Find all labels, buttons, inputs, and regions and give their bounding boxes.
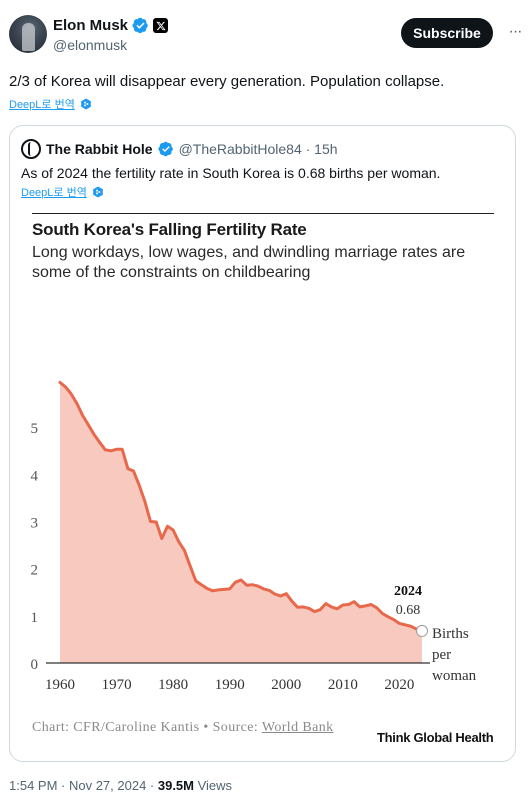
chart-x-tick-2020: 2020 (384, 677, 414, 693)
translate-label[interactable]: DeepL로 번역 (21, 187, 87, 199)
quoted-translate-link[interactable]: DeepL로 번역 (21, 184, 104, 200)
chart-x-tick-2010: 2010 (328, 677, 358, 693)
translate-link[interactable]: DeepL로 번역 (9, 96, 92, 112)
chart-y-tick-1: 1 (31, 610, 39, 626)
quoted-handle-time[interactable]: @TheRabbitHole84 · 15h (178, 141, 338, 157)
chart-title: South Korea's Falling Fertility Rate (32, 220, 307, 239)
author-name-row: Elon Musk (53, 17, 169, 34)
quoted-author-name[interactable]: The Rabbit Hole (46, 141, 153, 157)
views-label: Views (194, 778, 233, 793)
chart-y-tick-2: 2 (31, 563, 39, 579)
chart-unit-label-0: Births (432, 626, 469, 642)
author-handle[interactable]: @elonmusk (53, 37, 128, 53)
chart-source-link: World Bank (261, 720, 334, 735)
quoted-avatar[interactable] (21, 139, 41, 159)
view-count: 39.5M (157, 778, 194, 793)
verified-badge-icon (132, 17, 148, 34)
subscribe-button[interactable]: Subscribe (401, 18, 493, 48)
chart-unit-label-1: per (432, 647, 451, 663)
chart-annotation-value: 0.68 (396, 603, 421, 618)
chart-y-tick-5: 5 (31, 421, 39, 437)
quoted-text: As of 2024 the fertility rate in South K… (21, 165, 441, 181)
avatar[interactable] (9, 15, 47, 53)
fertility-chart-image[interactable]: South Korea's Falling Fertility Rate Lon… (10, 206, 515, 761)
chart-x-tick-1980: 1980 (158, 677, 188, 693)
chart-unit-label-2: woman (432, 668, 477, 684)
chart-source: Chart: CFR/Caroline Kantis • Source: Wor… (32, 717, 372, 738)
chart-series-line (58, 380, 424, 633)
tweet-footer: 1:54 PM · Nov 27, 2024 · 39.5M Views (9, 778, 232, 793)
tweet-header: Elon Musk @elonmusk Subscribe ··· (9, 15, 523, 59)
x-affiliate-icon (153, 18, 169, 33)
chart-x-tick-2000: 2000 (271, 677, 301, 693)
chart-top-rule (32, 213, 494, 214)
tweet-text: 2/3 of Korea will disappear every genera… (9, 73, 445, 90)
chart-y-tick-3: 3 (31, 516, 39, 532)
quoted-tweet[interactable]: The Rabbit Hole @TheRabbitHole84 · 15h A… (9, 125, 516, 762)
translate-label[interactable]: DeepL로 번역 (9, 99, 75, 111)
deepl-icon (81, 98, 91, 110)
chart-annotation-year: 2024 (394, 584, 422, 599)
chart-source-prefix: Chart: CFR/Caroline Kantis • Source: (32, 720, 259, 735)
chart-area-fill (60, 382, 422, 663)
chart-2024-point (416, 624, 428, 637)
chart-x-tick-1960: 1960 (45, 677, 75, 693)
chart-subtitle: Long workdays, low wages, and dwindling … (32, 244, 466, 281)
timestamp[interactable]: 1:54 PM · Nov 27, 2024 · (9, 778, 158, 793)
verified-badge-icon (157, 141, 173, 157)
more-options-icon[interactable]: ··· (508, 23, 523, 40)
chart-x-tick-1990: 1990 (215, 677, 245, 693)
deepl-icon (93, 186, 103, 198)
chart-y-tick-4: 4 (31, 468, 39, 484)
chart-x-tick-1970: 1970 (102, 677, 132, 693)
quoted-tweet-header: The Rabbit Hole @TheRabbitHole84 · 15h (21, 139, 338, 159)
chart-plot: 0 1 2 3 4 5 1960 1970 1980 1990 2000 2010 2020 2024 0.… (31, 380, 477, 693)
chart-brand-logo: Think Global Health (377, 730, 494, 745)
author-name[interactable]: Elon Musk (53, 17, 129, 34)
chart-y-tick-0: 0 (31, 657, 39, 673)
